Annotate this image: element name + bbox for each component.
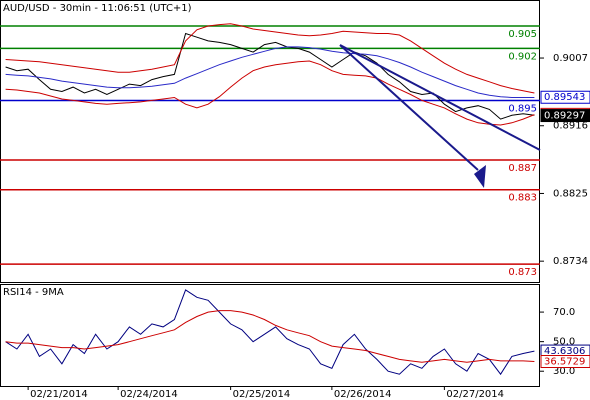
price-tag-label: 43.6306 (544, 346, 585, 357)
y-tick-label: 0.8916 (553, 121, 588, 132)
price-tag-label: 0.89543 (544, 92, 585, 103)
x-tick-label: 02/21/2014 (30, 389, 88, 400)
level-label: 0.887 (508, 163, 537, 174)
level-label: 0.895 (508, 103, 537, 114)
level-label: 0.905 (508, 29, 537, 40)
x-tick-label: 02/24/2014 (120, 389, 178, 400)
arrow-head (474, 165, 486, 188)
trend-line (339, 44, 479, 171)
y-tick-label: 50.0 (553, 337, 575, 348)
trend-line (339, 44, 541, 151)
price-tag (540, 109, 590, 123)
series-line (5, 60, 535, 126)
series-line (5, 289, 535, 376)
series-line (5, 23, 535, 94)
x-tick-label: 02/26/2014 (334, 389, 392, 400)
price-tag (540, 355, 590, 369)
y-tick-label: 30.0 (553, 366, 575, 377)
y-tick-label: 70.0 (553, 307, 575, 318)
level-label: 0.902 (508, 51, 537, 62)
series-line (5, 32, 535, 120)
y-tick-label: 0.8734 (553, 256, 588, 267)
rsi-panel (0, 284, 540, 387)
level-label: 0.883 (508, 193, 537, 204)
chart-title: AUD/USD - 30min - 11:06:51 (UTC+1) (3, 3, 192, 14)
price-panel (0, 0, 540, 283)
y-tick-label: 0.9007 (553, 53, 588, 64)
plot: 0.905 0.902 0.895 0.887 0.883 0.873 (0, 23, 540, 376)
trend-lines (339, 44, 541, 188)
series-line (5, 46, 535, 98)
title-bg (1, 285, 81, 298)
x-tick-label: 02/25/2014 (233, 389, 291, 400)
x-tick-label: 02/27/2014 (446, 389, 504, 400)
y-tick-label: 0.8825 (553, 188, 588, 199)
price-tag-label: 36.5729 (544, 357, 585, 368)
panel-title: RSI14 - 9MA (3, 287, 64, 298)
title-bg (1, 1, 191, 14)
price-tag (540, 90, 590, 104)
series-line (5, 310, 535, 363)
price-tag-label: 0.89297 (544, 111, 585, 122)
level-label: 0.873 (508, 267, 537, 278)
